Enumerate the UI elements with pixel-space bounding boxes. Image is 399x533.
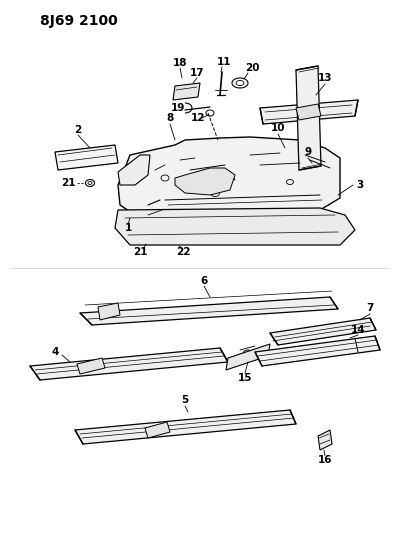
Text: 13: 13	[318, 73, 332, 83]
Polygon shape	[98, 303, 120, 320]
Polygon shape	[118, 137, 340, 218]
Text: 22: 22	[176, 247, 190, 257]
Polygon shape	[318, 430, 332, 450]
Polygon shape	[75, 410, 296, 444]
Text: 1: 1	[124, 223, 132, 233]
Polygon shape	[255, 336, 380, 366]
Text: 21: 21	[133, 247, 147, 257]
Polygon shape	[173, 83, 200, 100]
Text: 20: 20	[245, 63, 259, 73]
Text: 11: 11	[217, 57, 231, 67]
Polygon shape	[115, 208, 355, 245]
Text: 12: 12	[191, 113, 205, 123]
Polygon shape	[30, 348, 228, 380]
Text: 19: 19	[171, 103, 185, 113]
Text: 14: 14	[351, 325, 365, 335]
Polygon shape	[296, 66, 321, 170]
Polygon shape	[175, 168, 235, 195]
Text: 8: 8	[166, 113, 174, 123]
Text: 10: 10	[271, 123, 285, 133]
Polygon shape	[55, 145, 118, 170]
Text: 15: 15	[238, 373, 252, 383]
Polygon shape	[145, 422, 170, 438]
Polygon shape	[296, 104, 321, 120]
Polygon shape	[270, 318, 376, 345]
Text: 9: 9	[304, 147, 312, 157]
Text: 21: 21	[61, 178, 75, 188]
Polygon shape	[260, 100, 358, 124]
Polygon shape	[226, 344, 270, 370]
Text: 5: 5	[182, 395, 189, 405]
Text: 7: 7	[366, 303, 374, 313]
Text: 4: 4	[51, 347, 59, 357]
Polygon shape	[118, 155, 150, 185]
Polygon shape	[80, 297, 338, 325]
Text: 18: 18	[173, 58, 187, 68]
Text: 8J69 2100: 8J69 2100	[40, 14, 118, 28]
Polygon shape	[77, 358, 105, 374]
Text: 2: 2	[74, 125, 82, 135]
Text: 6: 6	[200, 276, 207, 286]
Text: 3: 3	[356, 180, 363, 190]
Text: 16: 16	[318, 455, 332, 465]
Text: 17: 17	[190, 68, 204, 78]
